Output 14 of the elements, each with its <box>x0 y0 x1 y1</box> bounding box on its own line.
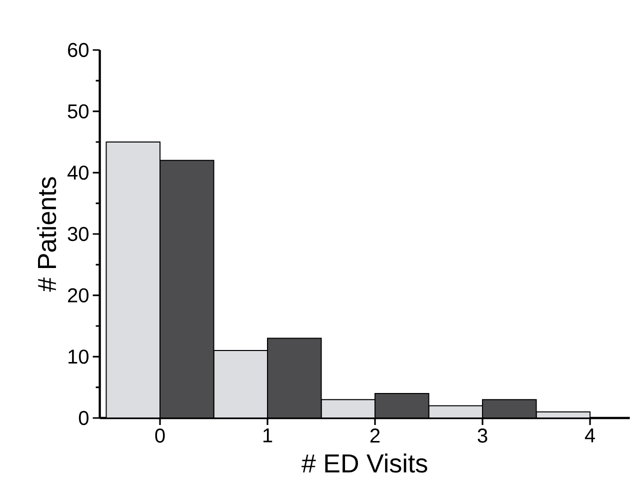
y-tick-label: 50 <box>68 104 88 118</box>
y-tick-label: 40 <box>67 166 88 180</box>
x-axis-title: # ED Visits <box>302 454 428 473</box>
y-tick-label: 30 <box>68 226 88 242</box>
y-tick-label: 10 <box>68 350 88 364</box>
y-tick-label: 20 <box>68 288 88 302</box>
x-tick-label: 1 <box>263 428 272 442</box>
y-axis-title: # Patients <box>37 177 56 292</box>
y-tick-label: 0 <box>78 410 88 426</box>
x-tick-label: 0 <box>155 428 165 443</box>
y-tick-label: 60 <box>68 42 88 58</box>
x-tick-label: 4 <box>584 428 595 442</box>
x-tick-label: 2 <box>370 428 380 442</box>
x-tick-label: 3 <box>478 428 488 443</box>
